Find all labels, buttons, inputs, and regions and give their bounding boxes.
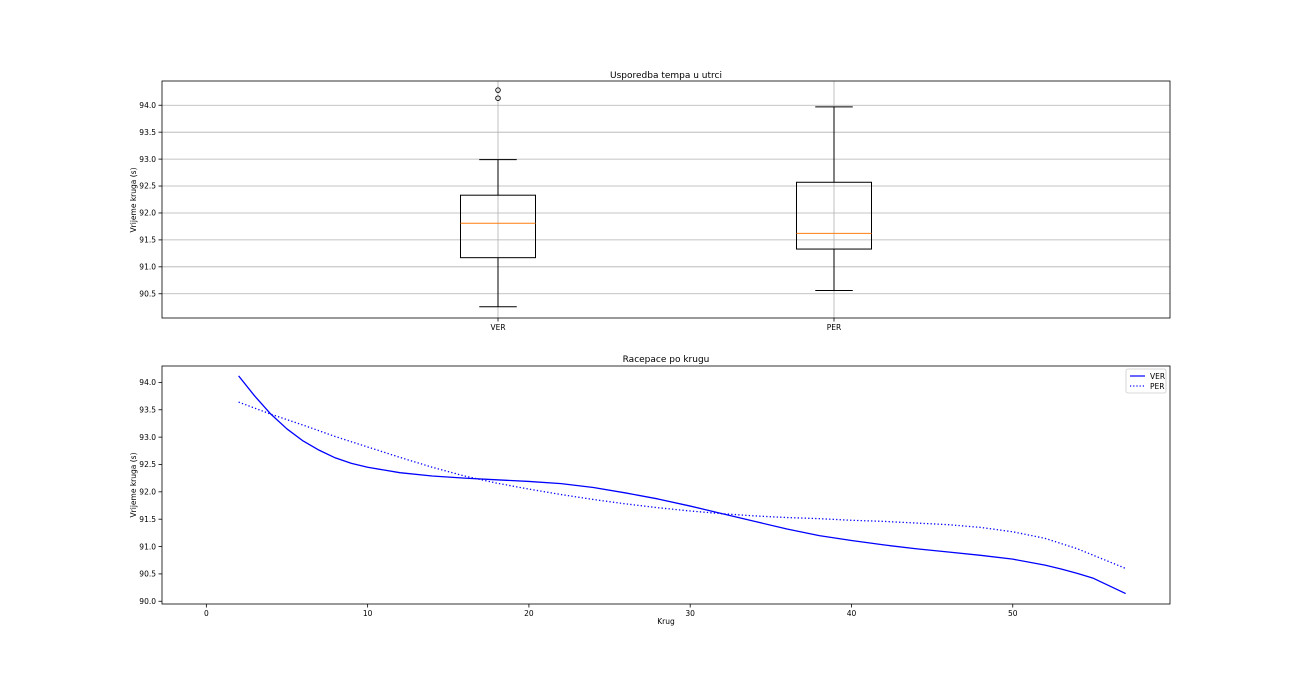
linechart-x-tick-label: 50 [1008,609,1018,618]
linechart-axes-frame [161,365,1171,605]
linechart-title: Racepace po krugu [623,355,710,365]
legend-label-ver: VER [1150,372,1165,381]
boxplot-panel: Usporedba tempa u utrci Vrijeme kruga (s… [129,71,1171,332]
linechart-y-tick-label: 94.0 [139,378,156,387]
boxplot-ticks: 90.5 91.0 91.5 92.0 92.5 93.0 93.5 94.0 VER PER [139,101,841,332]
box-outlier [495,87,501,93]
boxplot-y-tick-label: 90.5 [139,289,156,298]
legend-frame [1125,368,1167,394]
linechart-y-tick-label: 91.0 [139,542,156,551]
boxplot-y-tick-label: 94.0 [139,101,156,110]
boxplot-y-axis-label: Vrijeme kruga (s) [129,167,138,232]
linechart-y-tick-label: 91.5 [139,515,156,524]
boxplot-axes-frame [161,80,1171,319]
linechart-y-tick-label: 93.0 [139,433,156,442]
linechart-x-axis-label: Krug [657,617,675,626]
boxplot-marks [460,87,872,308]
linechart-x-tick-label: 40 [847,609,857,618]
series-line-ver [238,375,1126,595]
linechart-y-tick-label: 90.0 [139,597,156,606]
linechart-y-tick-label: 92.0 [139,488,156,497]
linechart-x-tick-label: 10 [363,609,373,618]
linechart-y-tick-label: 90.5 [139,570,156,579]
linechart-x-tick-label: 20 [524,609,534,618]
boxplot-x-tick-label: VER [490,323,505,332]
linechart-marks [238,375,1126,595]
boxplot-y-tick-label: 93.0 [139,155,156,164]
box-outlier [495,95,501,101]
box-ver [460,87,536,308]
linechart-x-tick-label: 30 [685,609,695,618]
boxplot-y-tick-label: 93.5 [139,128,156,137]
boxplot-grid [162,81,1170,318]
legend-label-per: PER [1150,382,1164,391]
box-per [796,106,872,292]
linechart-y-tick-label: 92.5 [139,460,156,469]
boxplot-x-tick-label: PER [827,323,841,332]
boxplot-y-tick-label: 92.0 [139,209,156,218]
linechart-x-tick-label: 0 [204,609,209,618]
linechart-panel: Racepace po krugu Vrijeme kruga (s) Krug… [129,355,1171,626]
linechart-y-axis-label: Vrijeme kruga (s) [129,452,138,517]
box-iqr [796,181,872,250]
linechart-ticks: 90.0 90.5 91.0 91.5 92.0 92.5 93.0 93.5 94.0 0 10 2… [139,378,1017,618]
series-line-per [238,401,1126,570]
linechart-y-tick-label: 93.5 [139,405,156,414]
legend: VER PER [1125,368,1167,394]
boxplot-y-tick-label: 91.0 [139,263,156,272]
boxplot-title: Usporedba tempa u utrci [610,71,722,81]
box-iqr [460,194,536,259]
boxplot-y-tick-label: 92.5 [139,182,156,191]
boxplot-y-tick-label: 91.5 [139,236,156,245]
